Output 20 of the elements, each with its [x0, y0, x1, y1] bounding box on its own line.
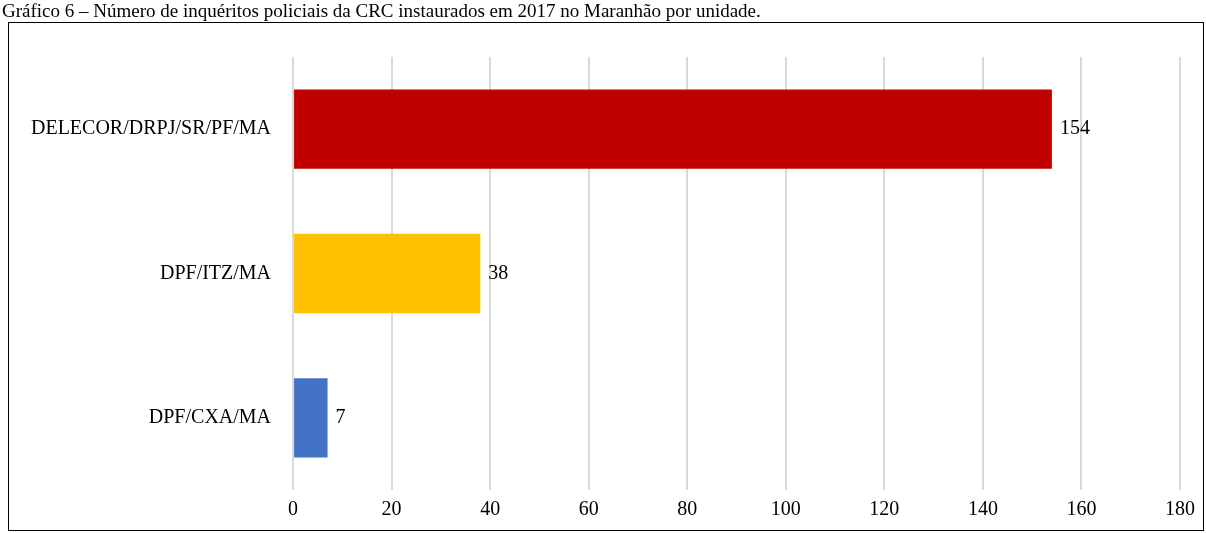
y-tick-label: DPF/ITZ/MA [159, 260, 272, 283]
x-tick-label: 40 [480, 497, 501, 520]
x-tick-label: 120 [869, 497, 900, 520]
bar [294, 233, 481, 314]
data-label: 38 [488, 260, 509, 283]
x-tick-label: 20 [381, 497, 402, 520]
y-tick-label: DPF/CXA/MA [148, 405, 272, 428]
bar [294, 378, 328, 458]
x-tick-label: 180 [1165, 497, 1195, 520]
x-tick-label: 100 [770, 497, 801, 520]
y-tick-label: DELECOR/DRPJ/SR/PF/MA [30, 116, 272, 139]
x-tick-label: 80 [677, 497, 698, 520]
x-tick-label: 60 [578, 497, 599, 520]
x-tick-label: 160 [1066, 497, 1097, 520]
x-tick-label: 0 [288, 497, 299, 520]
data-label: 7 [335, 405, 346, 428]
data-label: 154 [1059, 116, 1090, 139]
bar [294, 89, 1052, 169]
x-tick-label: 140 [967, 497, 998, 520]
chart-title: Gráfico 6 – Número de inquéritos policiais da CRC instaurados em 2017 no Maranhão por unidade. [2, 0, 761, 22]
